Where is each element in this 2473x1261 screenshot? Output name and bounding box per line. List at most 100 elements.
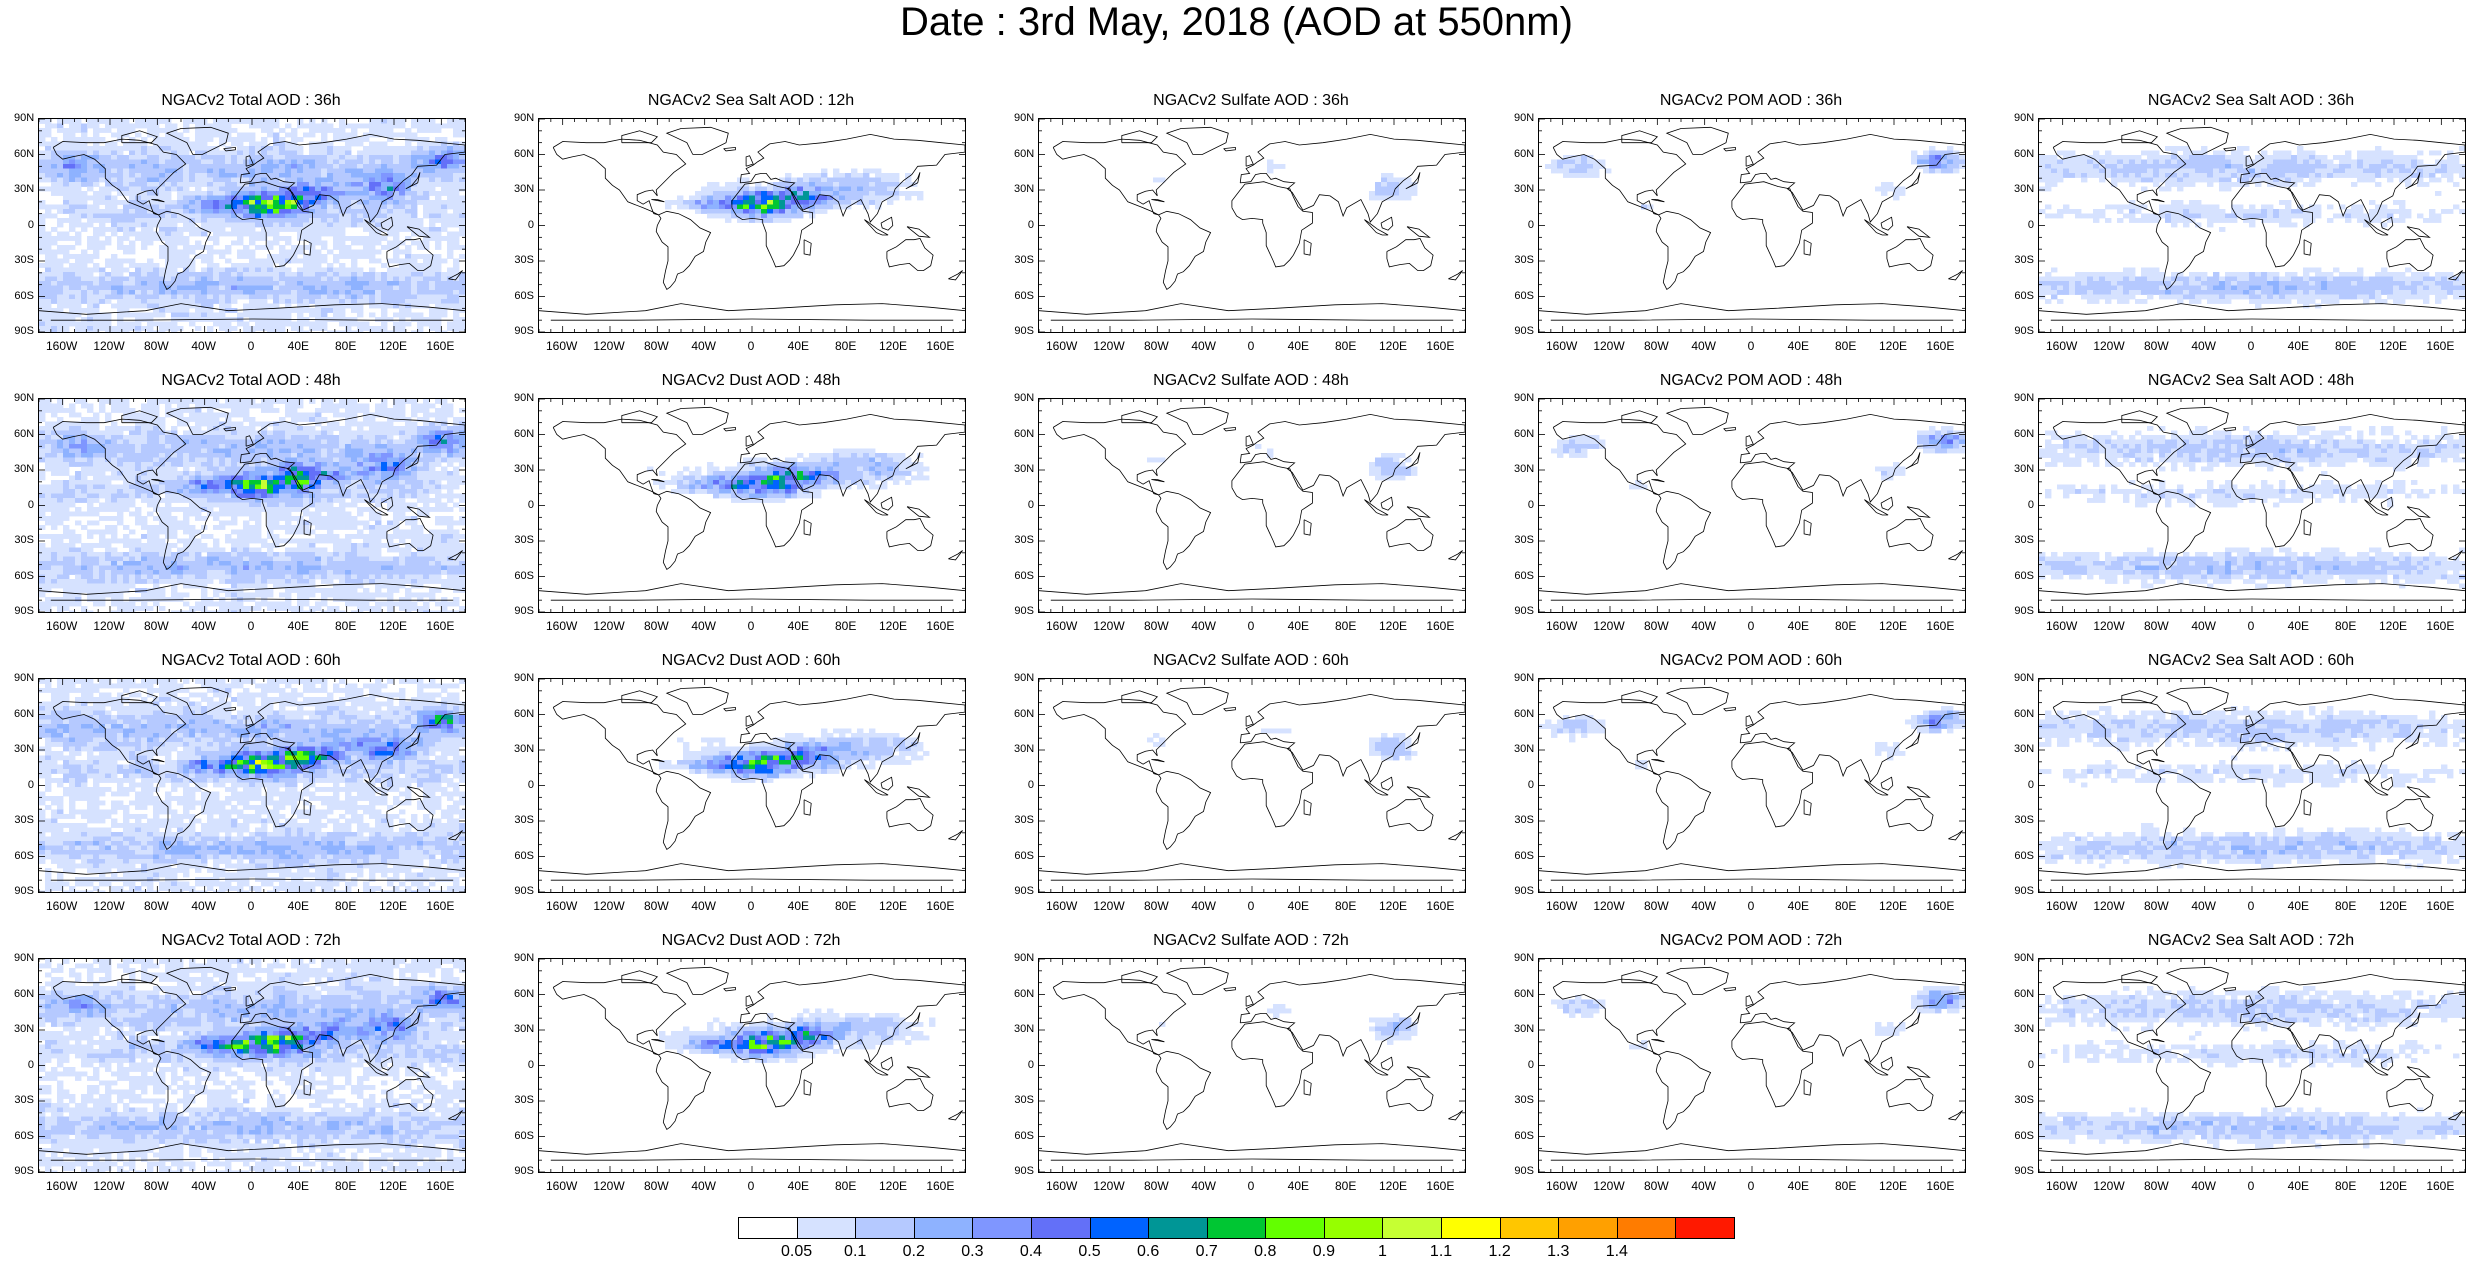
lat-tick-label: 0 [514,499,534,511]
lat-tick-label: 60S [14,850,34,862]
lon-tick-label: 80E [1826,339,1866,353]
lon-tick-label: 120W [2089,899,2129,913]
lat-tick-label: 30S [2014,1094,2034,1106]
colorbar-swatch [1558,1217,1618,1239]
map-panel-seasalt-72h: NGACv2 Sea Salt AOD : 72h 90N 60N 30N 0 30S 60… [2012,932,2473,1193]
lon-tick-label: 40W [684,1179,724,1193]
lon-tick-label: 160W [2042,619,2082,633]
lat-tick-label: 30N [514,743,534,755]
lon-tick-label: 120E [1373,619,1413,633]
lat-tick-label: 0 [14,219,34,231]
lon-tick-label: 120E [1373,1179,1413,1193]
colorbar-swatch [1148,1217,1208,1239]
map-panel-sulfate-60h: NGACv2 Sulfate AOD : 60h 90N 60N 30N 0 30S 60S… [1012,652,1512,913]
map-frame [1538,678,1966,893]
map-panel-total-72h: NGACv2 Total AOD : 72h 90N 60N 30N 0 30S 60S 90… [12,932,512,1193]
lat-tick-label: 90N [514,952,534,964]
colorbar-swatch [972,1217,1032,1239]
lon-tick-label: 0 [731,899,771,913]
lat-tick-label: 60S [1514,1130,1534,1142]
lon-tick-label: 120E [873,619,913,633]
lat-tick-label: 60S [514,570,534,582]
lon-tick-label: 80W [1136,899,1176,913]
colorbar-tick-label: 1.2 [1480,1243,1520,1261]
colorbar-tick-label: 0.6 [1128,1243,1168,1261]
lon-tick-label: 160E [1420,339,1460,353]
lat-tick-label: 90N [1514,112,1534,124]
lon-tick-label: 40W [1184,619,1224,633]
lat-tick-label: 30N [2014,1023,2034,1035]
axis-ticks [2039,959,2465,1172]
lon-tick-label: 40W [1184,899,1224,913]
colorbar [738,1217,1735,1239]
colorbar-swatch [1441,1217,1501,1239]
coastlines [2039,686,2465,881]
axis-ticks [2039,679,2465,892]
panel-title: NGACv2 Total AOD : 72h [0,932,504,950]
lon-tick-label: 160W [1042,619,1082,633]
lon-tick-label: 80E [826,619,866,633]
axis-ticks [1039,959,1465,1172]
aod-map [1539,119,1965,332]
lat-tick-label: 0 [1014,219,1034,231]
lon-tick-label: 120E [1873,899,1913,913]
lat-tick-label: 30N [1514,463,1534,475]
lat-tick-label: 0 [2014,1059,2034,1071]
aod-field [2039,706,2465,869]
colorbar-tick-label: 1.1 [1421,1243,1461,1261]
panel-title: NGACv2 Dust AOD : 48h [498,372,1004,390]
aod-map [1039,679,1465,892]
aod-field [1159,1004,1418,1045]
lon-tick-label: 120E [373,1179,413,1193]
lat-tick-label: 0 [2014,219,2034,231]
lat-tick-label: 90S [514,885,534,897]
lat-tick-label: 0 [14,779,34,791]
lon-tick-label: 80W [136,899,176,913]
lon-tick-label: 40W [184,619,224,633]
map-panel-dust-48h: NGACv2 Dust AOD : 48h 90N 60N 30N 0 30S 60S 90S… [512,372,1012,633]
aod-map [39,679,465,892]
aod-field [2039,986,2465,1149]
lat-tick-label: 90N [14,672,34,684]
lon-tick-label: 160E [1920,899,1960,913]
lat-tick-label: 90S [2014,605,2034,617]
map-panel-total-60h: NGACv2 Total AOD : 60h 90N 60N 30N 0 30S 60S 90… [12,652,512,913]
lat-tick-label: 0 [514,1059,534,1071]
lon-tick-label: 120E [1373,899,1413,913]
axis-ticks [1539,399,1965,612]
lon-tick-label: 0 [231,619,271,633]
lon-tick-label: 160W [1042,1179,1082,1193]
aod-field [659,1008,936,1063]
lon-tick-label: 160E [920,1179,960,1193]
map-frame [1038,118,1466,333]
colorbar-swatch [1030,1217,1091,1239]
lon-tick-label: 80W [136,1179,176,1193]
lon-tick-label: 80W [636,1179,676,1193]
colorbar-swatch [855,1217,915,1239]
map-frame [538,118,966,333]
aod-field [1147,444,1418,481]
lat-tick-label: 30S [14,534,34,546]
lat-tick-label: 90S [1014,1165,1034,1177]
lat-tick-label: 90S [1014,885,1034,897]
lat-tick-label: 90S [2014,885,2034,897]
aod-field [39,119,465,332]
lat-tick-label: 90S [1514,325,1534,337]
lat-tick-label: 0 [1514,779,1534,791]
lat-tick-label: 90N [1014,392,1034,404]
lon-tick-label: 120E [2373,339,2413,353]
aod-field [665,168,924,223]
lat-tick-label: 60N [1014,708,1034,720]
lon-tick-label: 120E [873,899,913,913]
lat-tick-label: 90S [14,325,34,337]
lon-tick-label: 120W [1589,619,1629,633]
aod-map [39,959,465,1172]
lon-tick-label: 40W [2184,899,2224,913]
lon-tick-label: 120W [1089,619,1129,633]
lat-tick-label: 90S [14,885,34,897]
aod-field [659,728,930,783]
lon-tick-label: 40W [684,619,724,633]
lon-tick-label: 80E [1326,1179,1366,1193]
lon-tick-label: 80E [326,339,366,353]
lon-tick-label: 40E [1278,339,1318,353]
